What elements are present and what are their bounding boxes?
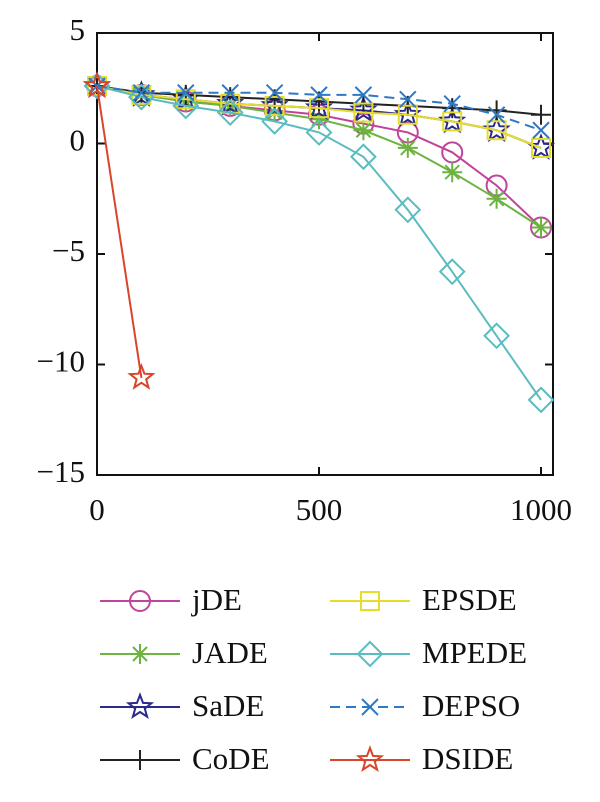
marker — [177, 83, 195, 102]
legend-label: CoDE — [192, 741, 270, 776]
marker — [360, 591, 380, 611]
legend-label: EPSDE — [422, 582, 517, 617]
y-tick-label: 5 — [70, 12, 86, 47]
marker — [309, 98, 330, 119]
marker — [532, 121, 550, 139]
marker — [527, 386, 555, 414]
marker — [305, 119, 333, 146]
marker — [310, 86, 328, 104]
marker — [264, 102, 285, 123]
y-tick-label: 0 — [70, 123, 86, 158]
x-tick-label: 0 — [89, 492, 105, 527]
marker — [130, 644, 150, 664]
marker — [394, 196, 422, 224]
y-tick-label: −10 — [37, 344, 85, 379]
marker — [129, 590, 151, 612]
marker — [399, 90, 417, 109]
marker — [125, 692, 155, 720]
y-tick-label: −5 — [52, 233, 85, 268]
marker — [442, 111, 463, 132]
x-tick-label: 500 — [296, 492, 343, 527]
marker — [397, 104, 418, 125]
marker — [443, 95, 461, 113]
marker — [130, 750, 150, 770]
legend-label: DSIDE — [422, 741, 513, 776]
marker — [361, 698, 379, 716]
marker — [175, 89, 196, 110]
marker — [483, 322, 511, 350]
legend-label: DEPSO — [422, 688, 520, 723]
marker — [353, 120, 374, 141]
marker — [486, 120, 507, 141]
marker — [349, 143, 377, 171]
marker — [265, 83, 284, 102]
marker — [82, 71, 112, 98]
marker — [354, 86, 373, 104]
series-line — [96, 85, 542, 401]
marker — [531, 104, 552, 125]
series-line — [96, 85, 143, 378]
marker — [216, 99, 244, 126]
marker — [132, 83, 151, 102]
legend-label: JADE — [192, 635, 268, 670]
marker — [397, 137, 418, 158]
series-line — [96, 85, 542, 149]
x-tick-label: 1000 — [510, 492, 572, 527]
marker — [356, 640, 384, 668]
marker — [531, 137, 552, 158]
marker — [127, 362, 156, 390]
marker — [486, 100, 507, 121]
marker — [531, 217, 552, 238]
marker — [486, 188, 507, 209]
legend-label: SaDE — [192, 688, 264, 723]
marker — [264, 95, 285, 116]
marker — [442, 98, 463, 119]
marker — [487, 106, 506, 124]
y-tick-label: −15 — [37, 454, 85, 489]
legend-label: MPEDE — [422, 635, 527, 670]
legend-label: jDE — [191, 582, 242, 617]
marker — [353, 102, 374, 123]
series-line — [96, 85, 542, 132]
marker — [221, 83, 239, 102]
marker — [261, 107, 289, 135]
marker — [87, 76, 107, 97]
marker — [172, 92, 200, 120]
marker — [355, 745, 385, 773]
marker — [438, 258, 466, 286]
marker — [442, 162, 463, 183]
